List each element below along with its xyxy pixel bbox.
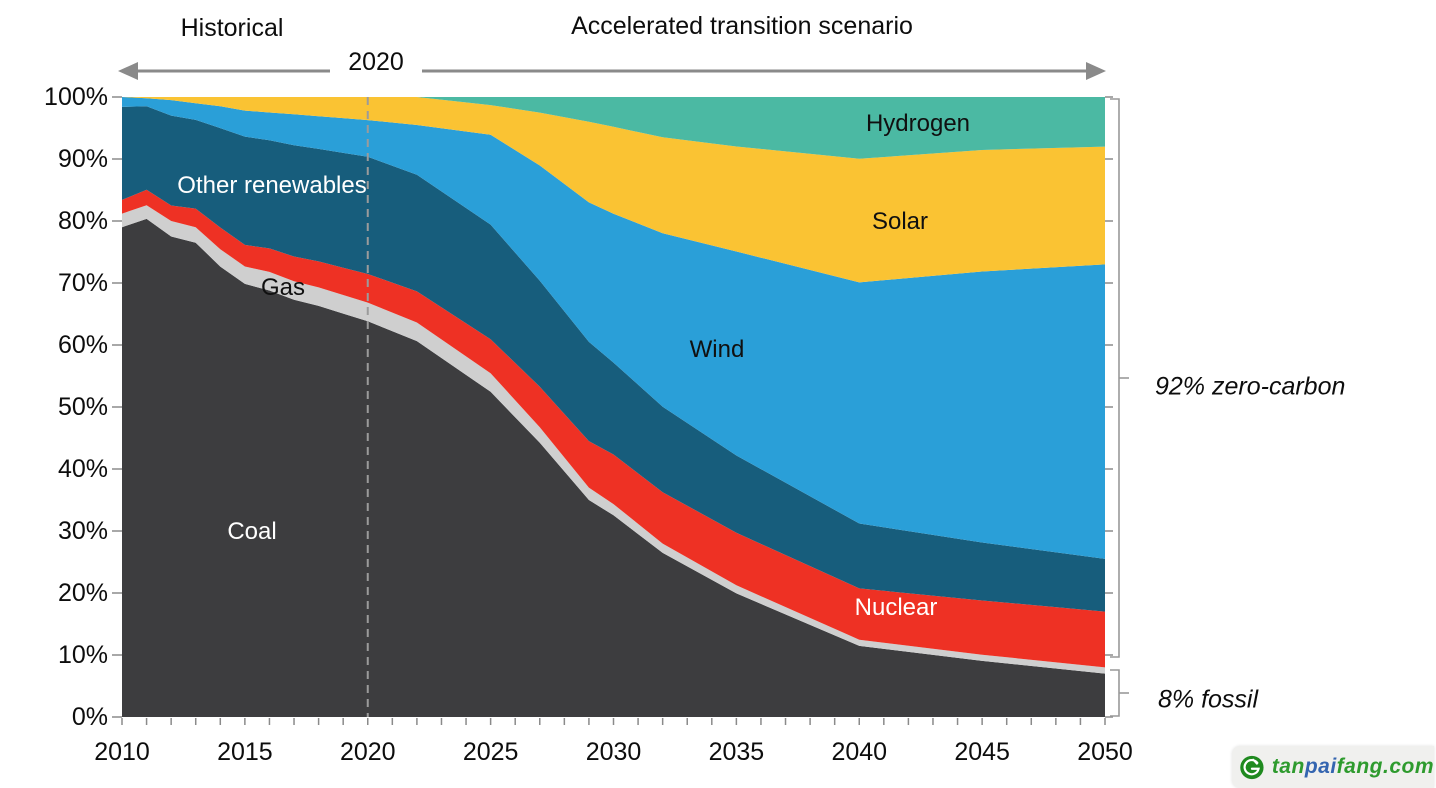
period-arrows (118, 62, 1106, 80)
x-tick-label: 2045 (954, 738, 1010, 766)
y-tick-label: 80% (57, 207, 108, 235)
area-solar (122, 97, 1105, 283)
x-tick-label: 2050 (1077, 738, 1133, 766)
historical-arrow-icon (118, 62, 330, 80)
zero-carbon-annotation: 92% zero-carbon (1155, 372, 1346, 401)
y-tick-label: 10% (57, 641, 108, 669)
watermark-text-part: fang.com (1336, 755, 1434, 778)
year-2020-marker-label: 2020 (348, 48, 404, 76)
axis-ticks (112, 96, 1113, 725)
y-tick-label: 70% (57, 269, 108, 297)
fossil-annotation: 8% fossil (1158, 685, 1259, 714)
area-hydrogen (122, 97, 1105, 159)
watermark-text-part: pai (1304, 755, 1337, 778)
tanpaifang-logo-icon (1240, 755, 1264, 779)
area-wind (122, 97, 1105, 559)
x-tick-label: 2035 (708, 738, 765, 766)
y-tick-label: 30% (57, 517, 108, 545)
x-tick-label: 2025 (462, 738, 519, 766)
area-nuclear (122, 189, 1105, 668)
historical-label: Historical (180, 14, 284, 42)
fossil-bracket (1110, 669, 1120, 717)
watermark: tanpaifang.com (1232, 746, 1434, 788)
y-tick-label: 60% (57, 331, 108, 359)
stacked-area-chart-svg (112, 96, 1113, 725)
scenario-arrow-icon (422, 62, 1106, 80)
y-tick-label: 40% (57, 455, 108, 483)
x-tick-label: 2015 (217, 738, 273, 766)
area-gas (122, 205, 1105, 674)
watermark-text-part: tan (1271, 755, 1305, 778)
x-tick-label: 2020 (339, 738, 396, 766)
area-other-renewables (122, 106, 1105, 612)
zero-carbon-bracket (1110, 98, 1120, 658)
y-tick-label: 90% (57, 145, 108, 173)
y-tick-label: 20% (57, 579, 108, 607)
stacked-area-plot (112, 96, 1113, 725)
share-brackets (1110, 98, 1129, 717)
watermark-text: tanpaifang.com (1272, 755, 1434, 779)
y-tick-label: 0% (71, 703, 108, 731)
x-tick-label: 2030 (585, 738, 642, 766)
x-tick-label: 2040 (831, 738, 888, 766)
accelerated-scenario-label: Accelerated transition scenario (571, 12, 913, 40)
x-tick-label: 2010 (94, 738, 150, 766)
y-tick-label: 50% (57, 393, 108, 421)
y-tick-label: 100% (44, 83, 108, 111)
